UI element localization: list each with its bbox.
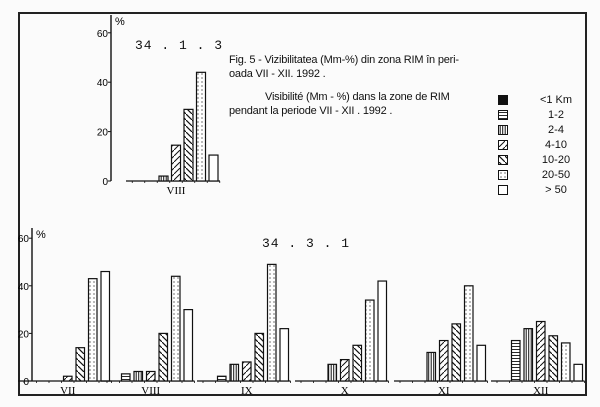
svg-text:XI: XI: [438, 385, 450, 397]
bar: [254, 332, 265, 382]
svg-text:IX: IX: [241, 385, 253, 397]
legend-item: 20-50: [498, 167, 586, 182]
svg-text:20: 20: [97, 128, 109, 139]
bar: [352, 344, 363, 382]
svg-text:%: %: [36, 229, 46, 241]
bar: [195, 71, 207, 182]
bar: [170, 144, 182, 182]
legend-label: 1-2: [548, 108, 564, 121]
legend-label: > 50: [545, 183, 567, 196]
bar: [158, 332, 169, 382]
bar: [451, 323, 462, 382]
bar: [266, 263, 277, 382]
bar: [364, 299, 375, 382]
bar: [158, 175, 169, 182]
bar: [476, 344, 487, 382]
figure-frame: [18, 12, 587, 396]
caption-french: Visibilité (Mm - %) dans la zone de RIM …: [229, 90, 450, 118]
bar: [560, 342, 571, 382]
bar: [377, 280, 388, 382]
bar: [523, 328, 534, 382]
svg-text:XII: XII: [533, 385, 549, 397]
legend-swatch-icon: [498, 184, 508, 195]
svg-text:40: 40: [97, 78, 109, 89]
inset-chart-34-1-3: 0 20 40 60% VIII: [97, 15, 221, 197]
bar: [510, 339, 521, 382]
bar: [535, 320, 546, 382]
legend-swatch-icon: [498, 109, 508, 120]
bar: [438, 339, 449, 382]
legend-label: 20-50: [541, 168, 571, 181]
legend-swatch-icon: [498, 154, 508, 165]
svg-text:VIII: VIII: [167, 185, 186, 197]
svg-text:%: %: [115, 16, 125, 28]
bar: [62, 375, 73, 382]
caption-fr-line1: Visibilité (Mm - %) dans la zone de RIM: [265, 91, 450, 103]
legend-label: 4-10: [544, 138, 568, 151]
legend-label: <1 Km: [539, 93, 573, 106]
svg-text:20: 20: [18, 329, 30, 340]
svg-text:40: 40: [18, 282, 30, 293]
bar: [120, 373, 131, 382]
bar: [208, 154, 219, 182]
bar: [241, 361, 252, 382]
bar: [548, 335, 559, 382]
bar: [573, 363, 584, 382]
bar: [229, 363, 240, 382]
main-plot-title: 34 . 3 . 1: [262, 236, 351, 251]
bar: [279, 328, 290, 382]
legend-swatch-icon: [498, 124, 508, 135]
legend-item: 10-20: [498, 152, 586, 167]
svg-text:X: X: [341, 385, 349, 397]
svg-text:VIII: VIII: [141, 385, 160, 397]
main-chart-34-3-1: 0 20 40 60 % VII VIII IX X XI XII: [18, 228, 585, 397]
svg-text:0: 0: [23, 377, 29, 388]
legend-item: > 50: [498, 182, 586, 197]
legend-item: 4-10: [498, 137, 586, 152]
bar: [216, 375, 227, 382]
bar: [133, 370, 144, 382]
bar: [145, 370, 156, 382]
caption-fr-line2: pendant la periode VII - XII . 1992 .: [229, 105, 393, 117]
legend-item: 1-2: [498, 107, 586, 122]
bar: [87, 278, 98, 382]
legend-item: 2-4: [498, 122, 586, 137]
legend-label: 2-4: [548, 123, 564, 136]
svg-text:60: 60: [18, 234, 30, 245]
legend-swatch-icon: [498, 139, 508, 150]
bar: [75, 347, 86, 382]
legend: <1 Km 1-2 2-4 4-10 10-20 20-50 > 50: [498, 92, 586, 197]
caption-ro-line2: oada VII - XII. 1992 .: [229, 68, 326, 80]
svg-text:VII: VII: [60, 385, 76, 397]
caption-romanian: Fig. 5 - Vizibilitatea (Mm-%) din zona R…: [229, 53, 459, 81]
svg-text:60: 60: [97, 29, 109, 40]
legend-swatch-icon: [498, 94, 508, 105]
svg-text:0: 0: [102, 177, 108, 188]
bar: [463, 285, 474, 382]
legend-label: 10-20: [541, 153, 571, 166]
legend-swatch-icon: [498, 169, 508, 180]
bar: [183, 108, 194, 182]
bar: [339, 358, 350, 382]
bar: [426, 351, 437, 382]
bar: [327, 363, 338, 382]
caption-ro-line1: Fig. 5 - Vizibilitatea (Mm-%) din zona R…: [229, 54, 459, 66]
bar: [170, 275, 181, 382]
bar: [183, 309, 194, 382]
bar: [100, 270, 111, 382]
legend-item: <1 Km: [498, 92, 586, 107]
inset-plot-title: 34 . 1 . 3: [135, 38, 224, 53]
